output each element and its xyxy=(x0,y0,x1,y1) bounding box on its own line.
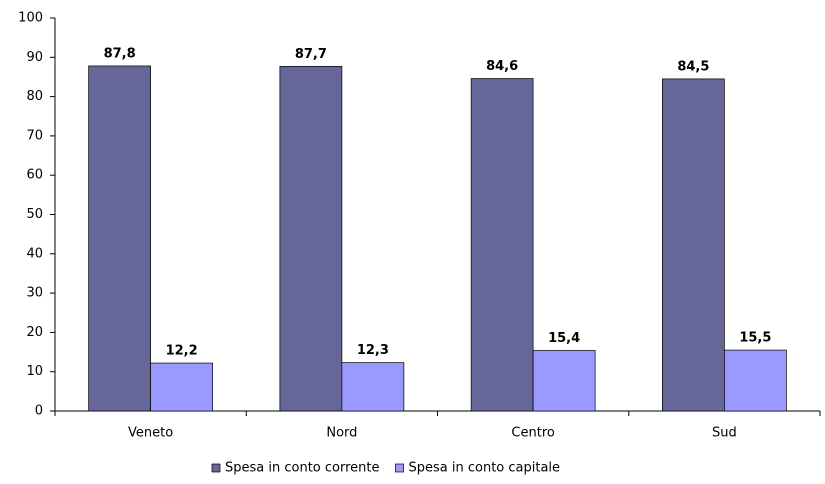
value-label: 84,5 xyxy=(677,59,709,74)
y-tick-label: 50 xyxy=(26,207,43,222)
value-label: 12,3 xyxy=(357,343,389,358)
y-tick-label: 20 xyxy=(26,325,43,340)
legend-label: Spesa in conto corrente xyxy=(225,461,380,476)
bar xyxy=(88,65,151,412)
bar xyxy=(150,362,213,412)
y-tick-label: 70 xyxy=(26,128,43,143)
y-tick-label: 10 xyxy=(26,364,43,379)
value-label: 87,7 xyxy=(295,47,327,62)
value-label: 87,8 xyxy=(104,46,136,61)
x-tick-label: Sud xyxy=(712,426,737,441)
y-tick-label: 90 xyxy=(26,50,43,65)
legend-swatch xyxy=(395,463,404,473)
legend-swatch xyxy=(211,463,221,473)
y-tick-label: 30 xyxy=(26,286,43,301)
y-tick-label: 100 xyxy=(18,11,43,26)
y-tick-label: 80 xyxy=(26,89,43,104)
bar xyxy=(279,65,343,412)
legend-label: Spesa in conto capitale xyxy=(409,461,561,476)
x-tick-label: Veneto xyxy=(128,426,173,441)
value-label: 15,4 xyxy=(548,331,580,346)
y-tick-label: 60 xyxy=(26,168,43,183)
bar xyxy=(341,362,405,412)
value-label: 12,2 xyxy=(166,344,198,359)
value-label: 15,5 xyxy=(739,331,771,346)
y-tick-label: 0 xyxy=(35,404,43,419)
x-tick-label: Nord xyxy=(326,426,357,441)
x-tick-label: Centro xyxy=(511,426,554,441)
bar xyxy=(662,78,725,412)
bar xyxy=(724,349,787,412)
bar xyxy=(532,350,596,412)
value-label: 84,6 xyxy=(486,59,518,74)
y-tick-label: 40 xyxy=(26,246,43,261)
bar xyxy=(470,78,534,412)
